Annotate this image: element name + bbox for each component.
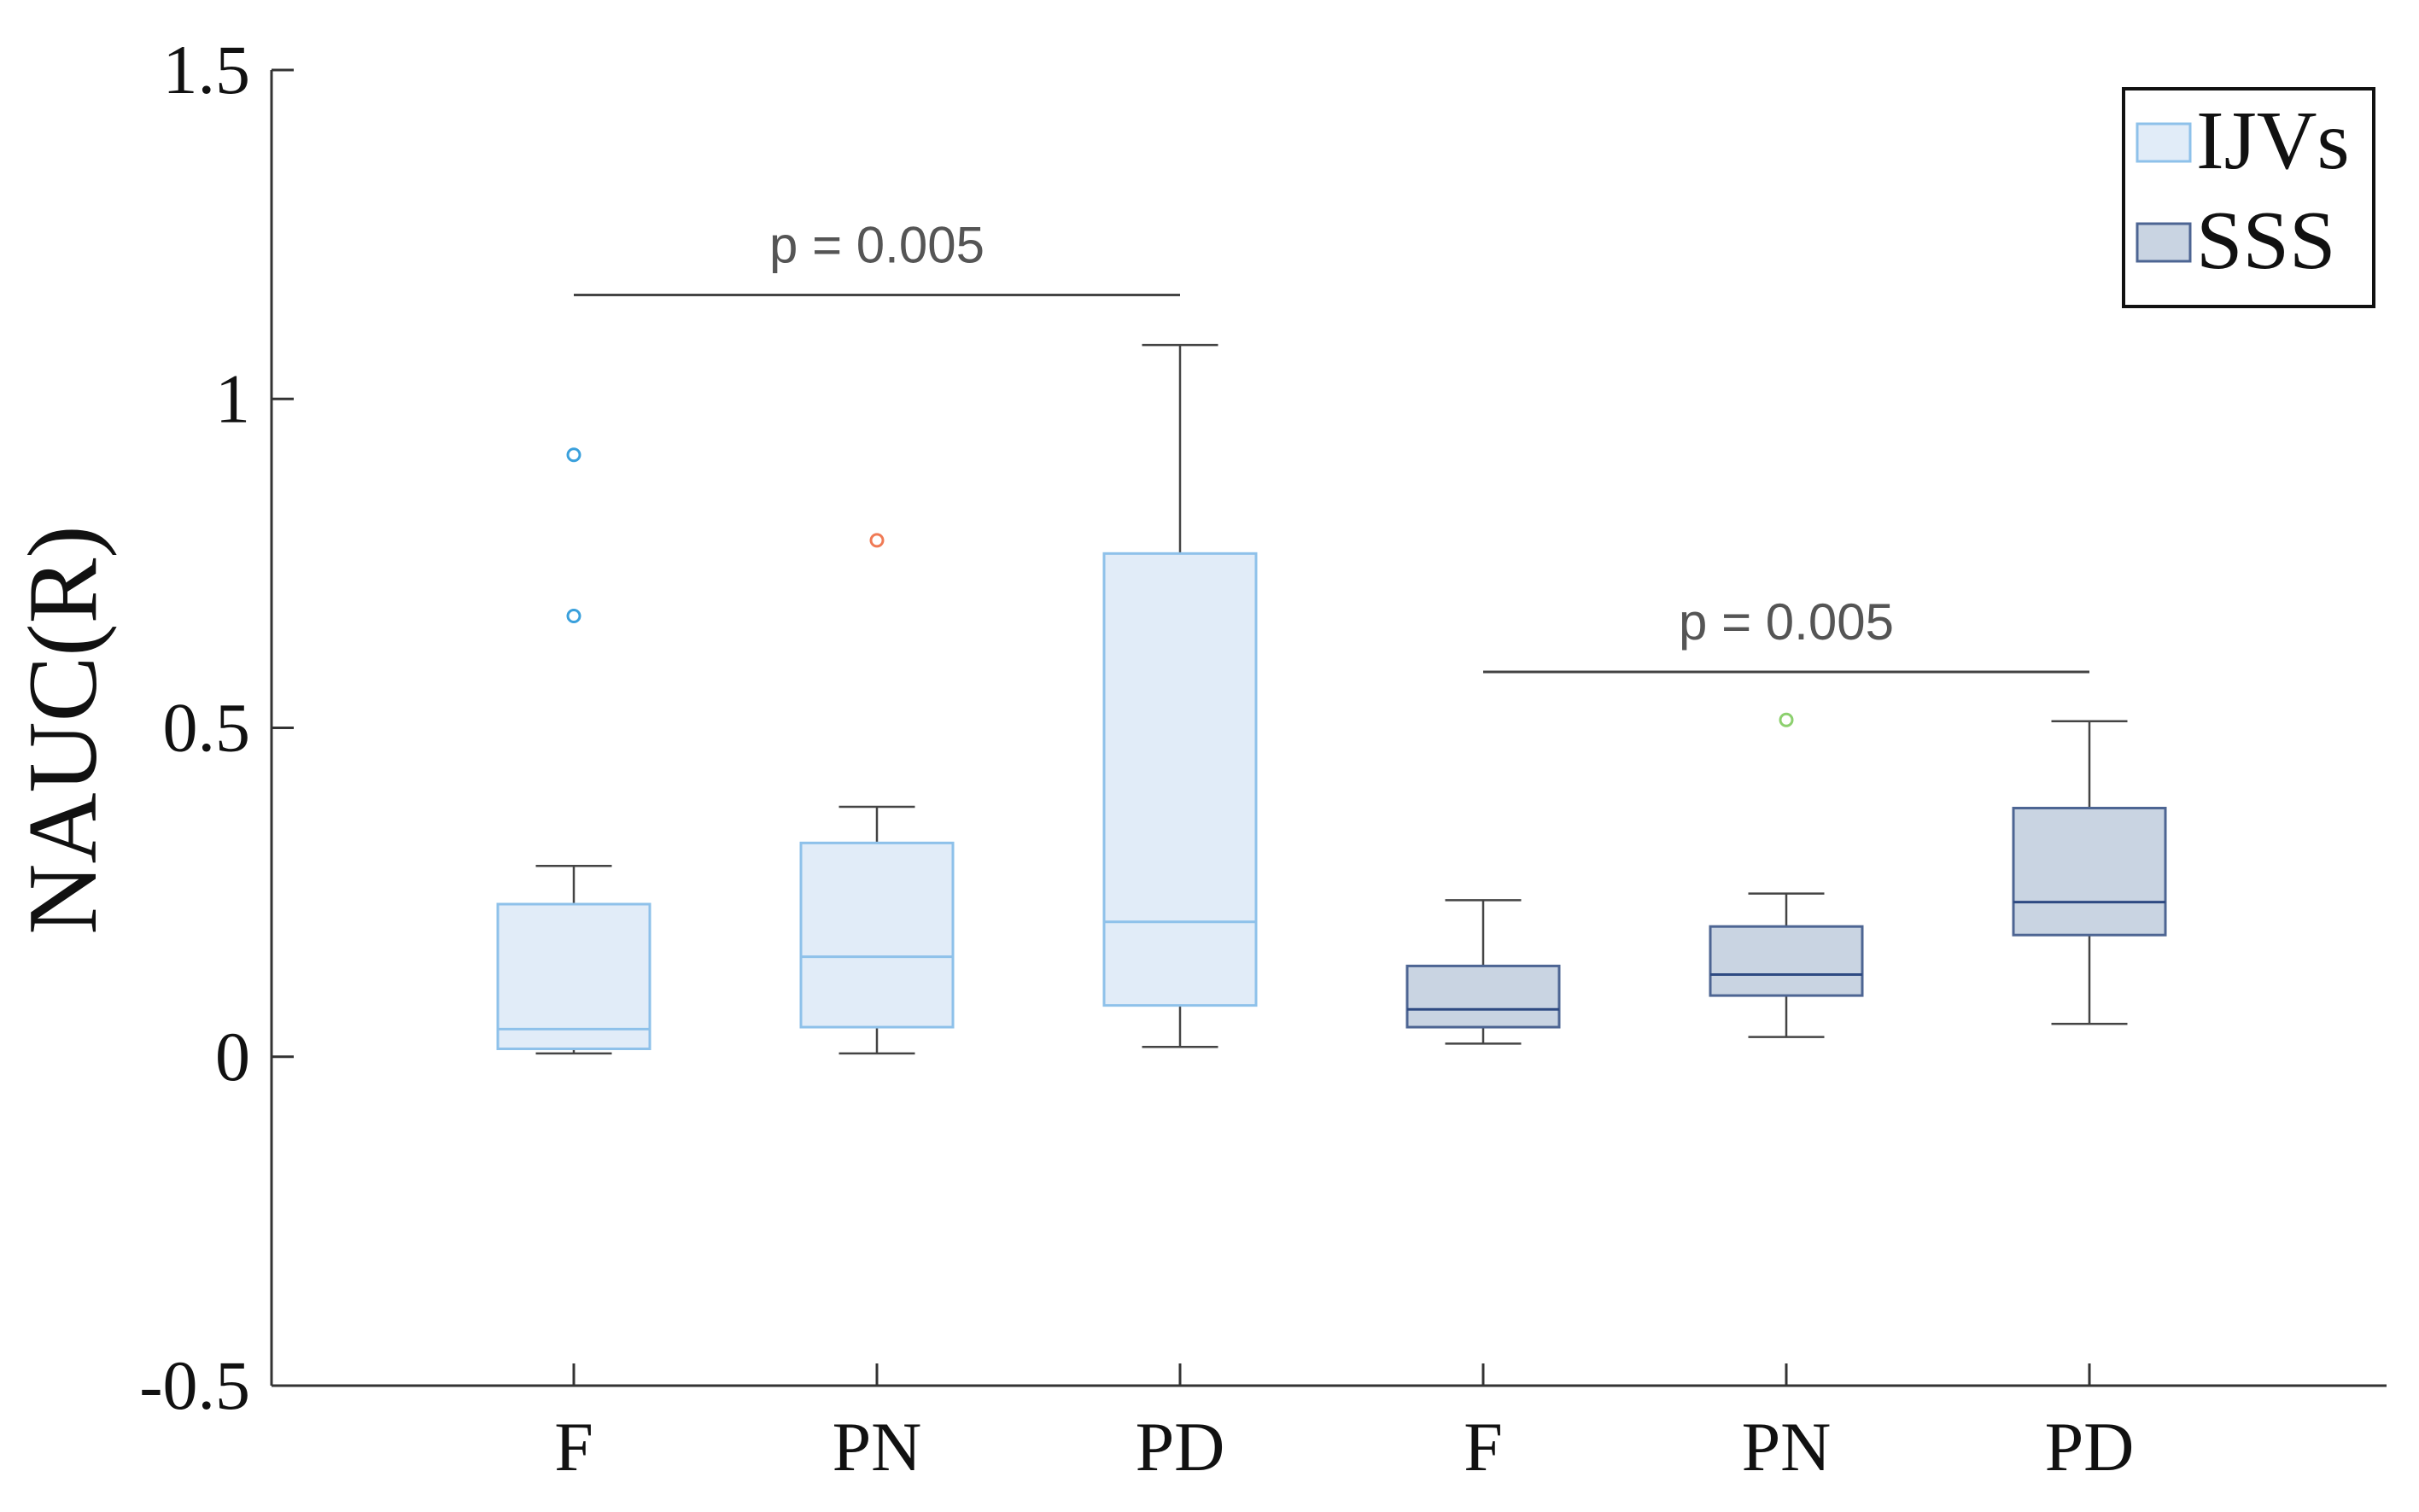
box-iqr: [2012, 807, 2167, 937]
x-tick-label: PD: [2045, 1408, 2135, 1486]
box-group: [496, 447, 651, 1055]
significance-annotations: p = 0.005 p = 0.005: [574, 217, 2089, 674]
legend-label: IJVs: [2196, 95, 2350, 187]
box-series: [496, 343, 2167, 1055]
plot-axes: [270, 70, 2387, 1387]
y-tick-label: 0: [215, 1018, 250, 1095]
y-tick-label: 0.5: [163, 689, 251, 767]
y-tick-label: 1: [215, 359, 250, 437]
outlier-point: [869, 533, 885, 548]
legend-swatch: [2136, 222, 2192, 263]
x-tick-label: PN: [833, 1408, 922, 1486]
x-tick-label: F: [1464, 1408, 1503, 1486]
box-iqr: [1102, 552, 1258, 1007]
outlier-point: [566, 609, 581, 624]
y-tick-label: 1.5: [163, 31, 251, 108]
p-value-label: p = 0.005: [1679, 593, 1894, 651]
x-axis-ticks: F PN PD F PN PD: [554, 1363, 2134, 1486]
x-tick-label: F: [554, 1408, 593, 1486]
box-iqr: [799, 841, 955, 1029]
y-tick-label: -0.5: [139, 1346, 250, 1424]
outlier-point: [566, 447, 581, 463]
outlier-point: [1779, 712, 1794, 727]
legend-label: SSS: [2196, 195, 2336, 287]
x-tick-label: PD: [1136, 1408, 1225, 1486]
box-group: [2012, 720, 2167, 1025]
p-value-label: p = 0.005: [769, 217, 985, 274]
box-iqr: [496, 902, 651, 1051]
box-group: [799, 533, 955, 1055]
box-iqr: [1709, 925, 1864, 997]
y-axis-ticks: -0.5 0 0.5 1 1.5: [139, 31, 294, 1424]
box-group: [1709, 712, 1864, 1038]
box-group: [1405, 899, 1561, 1045]
x-tick-label: PN: [1742, 1408, 1832, 1486]
box-group: [1102, 343, 1258, 1048]
legend-swatch: [2136, 122, 2192, 163]
box-iqr: [1405, 964, 1561, 1029]
y-axis-label: NAUC(R): [9, 525, 117, 934]
